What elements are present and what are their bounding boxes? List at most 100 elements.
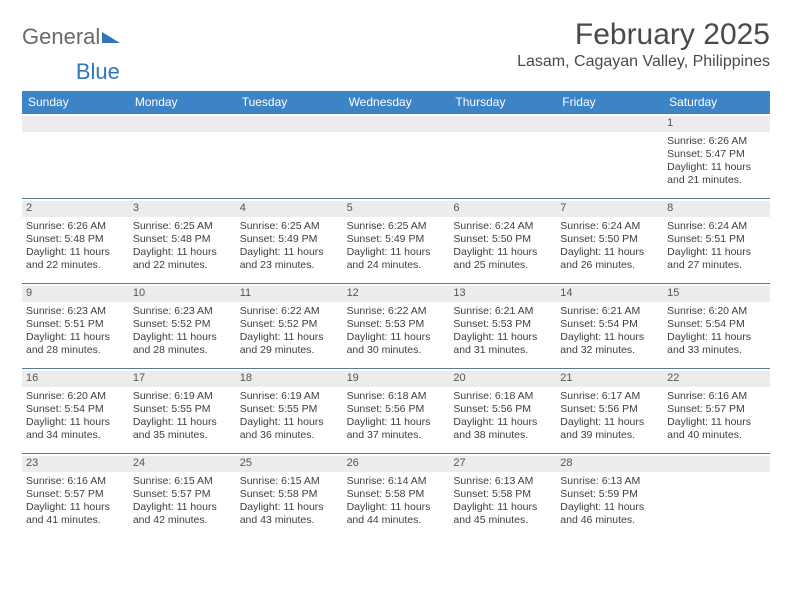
day-info-line: Sunrise: 6:26 AM [667,135,766,148]
day-number [663,456,770,472]
day-number: 4 [236,201,343,217]
day-info-line: Sunrise: 6:15 AM [133,475,232,488]
day-cell [236,114,343,198]
dow-row: Sunday Monday Tuesday Wednesday Thursday… [22,91,770,113]
logo-text-gray: General [22,24,100,50]
day-info-line: Sunrise: 6:13 AM [453,475,552,488]
day-cell: 6Sunrise: 6:24 AMSunset: 5:50 PMDaylight… [449,199,556,283]
day-cell: 9Sunrise: 6:23 AMSunset: 5:51 PMDaylight… [22,284,129,368]
day-number: 6 [449,201,556,217]
day-cell: 1Sunrise: 6:26 AMSunset: 5:47 PMDaylight… [663,114,770,198]
day-info-line: Sunset: 5:55 PM [133,403,232,416]
day-number [22,116,129,132]
day-info-line: Daylight: 11 hours and 41 minutes. [26,501,125,527]
day-info-line: Daylight: 11 hours and 30 minutes. [347,331,446,357]
day-info-line: Sunset: 5:48 PM [26,233,125,246]
day-info-line: Sunset: 5:52 PM [240,318,339,331]
day-info-line: Sunrise: 6:22 AM [240,305,339,318]
day-number: 26 [343,456,450,472]
day-number: 14 [556,286,663,302]
day-info-line: Sunrise: 6:26 AM [26,220,125,233]
day-cell: 7Sunrise: 6:24 AMSunset: 5:50 PMDaylight… [556,199,663,283]
logo-triangle-icon [102,32,120,43]
day-cell: 14Sunrise: 6:21 AMSunset: 5:54 PMDayligh… [556,284,663,368]
day-number: 19 [343,371,450,387]
day-cell: 16Sunrise: 6:20 AMSunset: 5:54 PMDayligh… [22,369,129,453]
day-number: 13 [449,286,556,302]
dow-sunday: Sunday [22,91,129,113]
day-info-line: Sunrise: 6:24 AM [453,220,552,233]
day-info-line: Daylight: 11 hours and 23 minutes. [240,246,339,272]
day-cell: 5Sunrise: 6:25 AMSunset: 5:49 PMDaylight… [343,199,450,283]
day-info-line: Sunset: 5:58 PM [240,488,339,501]
day-info-line: Daylight: 11 hours and 34 minutes. [26,416,125,442]
day-info-line: Daylight: 11 hours and 29 minutes. [240,331,339,357]
day-info-line: Sunrise: 6:14 AM [347,475,446,488]
day-number: 28 [556,456,663,472]
day-cell: 23 Sunrise: 6:16 AMSunset: 5:57 PMDayligh… [22,454,129,538]
day-cell: 26Sunrise: 6:14 AMSunset: 5:58 PMDayligh… [343,454,450,538]
day-info-line: Daylight: 11 hours and 35 minutes. [133,416,232,442]
day-number: 23 [22,456,129,472]
day-cell: 2Sunrise: 6:26 AMSunset: 5:48 PMDaylight… [22,199,129,283]
week-row: 1Sunrise: 6:26 AMSunset: 5:47 PMDaylight… [22,113,770,198]
day-info-line: Daylight: 11 hours and 22 minutes. [26,246,125,272]
day-info-line: Sunset: 5:56 PM [453,403,552,416]
day-info-line: Sunset: 5:56 PM [560,403,659,416]
day-number: 27 [449,456,556,472]
day-cell: 20Sunrise: 6:18 AMSunset: 5:56 PMDayligh… [449,369,556,453]
day-cell: 27Sunrise: 6:13 AMSunset: 5:58 PMDayligh… [449,454,556,538]
day-number: 20 [449,371,556,387]
day-cell: 12Sunrise: 6:22 AMSunset: 5:53 PMDayligh… [343,284,450,368]
dow-tuesday: Tuesday [236,91,343,113]
day-info-line: Sunrise: 6:24 AM [560,220,659,233]
day-info-line: Sunset: 5:54 PM [560,318,659,331]
day-number: 16 [22,371,129,387]
day-info-line: Sunrise: 6:16 AM [667,390,766,403]
day-number: 7 [556,201,663,217]
day-number: 15 [663,286,770,302]
day-info-line: Daylight: 11 hours and 40 minutes. [667,416,766,442]
day-info-line: Sunset: 5:57 PM [26,488,125,501]
day-info-line: Sunrise: 6:16 AM [26,475,125,488]
day-cell [22,114,129,198]
day-info-line: Sunset: 5:53 PM [453,318,552,331]
day-info-line: Sunset: 5:58 PM [347,488,446,501]
week-row: 9Sunrise: 6:23 AMSunset: 5:51 PMDaylight… [22,283,770,368]
day-cell: 15Sunrise: 6:20 AMSunset: 5:54 PMDayligh… [663,284,770,368]
day-cell: 13Sunrise: 6:21 AMSunset: 5:53 PMDayligh… [449,284,556,368]
day-number: 1 [663,116,770,132]
logo: General [22,18,120,50]
day-info-line: Sunset: 5:51 PM [26,318,125,331]
day-cell: 25Sunrise: 6:15 AMSunset: 5:58 PMDayligh… [236,454,343,538]
day-number: 12 [343,286,450,302]
day-info-line: Sunset: 5:57 PM [667,403,766,416]
dow-saturday: Saturday [663,91,770,113]
day-cell [449,114,556,198]
day-info-line: Sunrise: 6:24 AM [667,220,766,233]
day-info-line: Daylight: 11 hours and 25 minutes. [453,246,552,272]
day-number [343,116,450,132]
day-cell: 19Sunrise: 6:18 AMSunset: 5:56 PMDayligh… [343,369,450,453]
day-cell: 11Sunrise: 6:22 AMSunset: 5:52 PMDayligh… [236,284,343,368]
day-cell: 3Sunrise: 6:25 AMSunset: 5:48 PMDaylight… [129,199,236,283]
day-info-line: Sunset: 5:47 PM [667,148,766,161]
day-info-line: Sunrise: 6:25 AM [133,220,232,233]
day-info-line: Daylight: 11 hours and 24 minutes. [347,246,446,272]
day-number [129,116,236,132]
dow-thursday: Thursday [449,91,556,113]
day-info-line: Daylight: 11 hours and 28 minutes. [26,331,125,357]
day-info-line: Sunrise: 6:19 AM [133,390,232,403]
day-info-line: Sunset: 5:48 PM [133,233,232,246]
day-number [236,116,343,132]
day-cell: 8Sunrise: 6:24 AMSunset: 5:51 PMDaylight… [663,199,770,283]
day-info-line: Daylight: 11 hours and 28 minutes. [133,331,232,357]
day-info-line: Sunset: 5:50 PM [560,233,659,246]
day-cell [343,114,450,198]
dow-wednesday: Wednesday [343,91,450,113]
dow-monday: Monday [129,91,236,113]
day-info-line: Sunset: 5:59 PM [560,488,659,501]
day-number: 18 [236,371,343,387]
day-cell: 28Sunrise: 6:13 AMSunset: 5:59 PMDayligh… [556,454,663,538]
week-row: 16Sunrise: 6:20 AMSunset: 5:54 PMDayligh… [22,368,770,453]
